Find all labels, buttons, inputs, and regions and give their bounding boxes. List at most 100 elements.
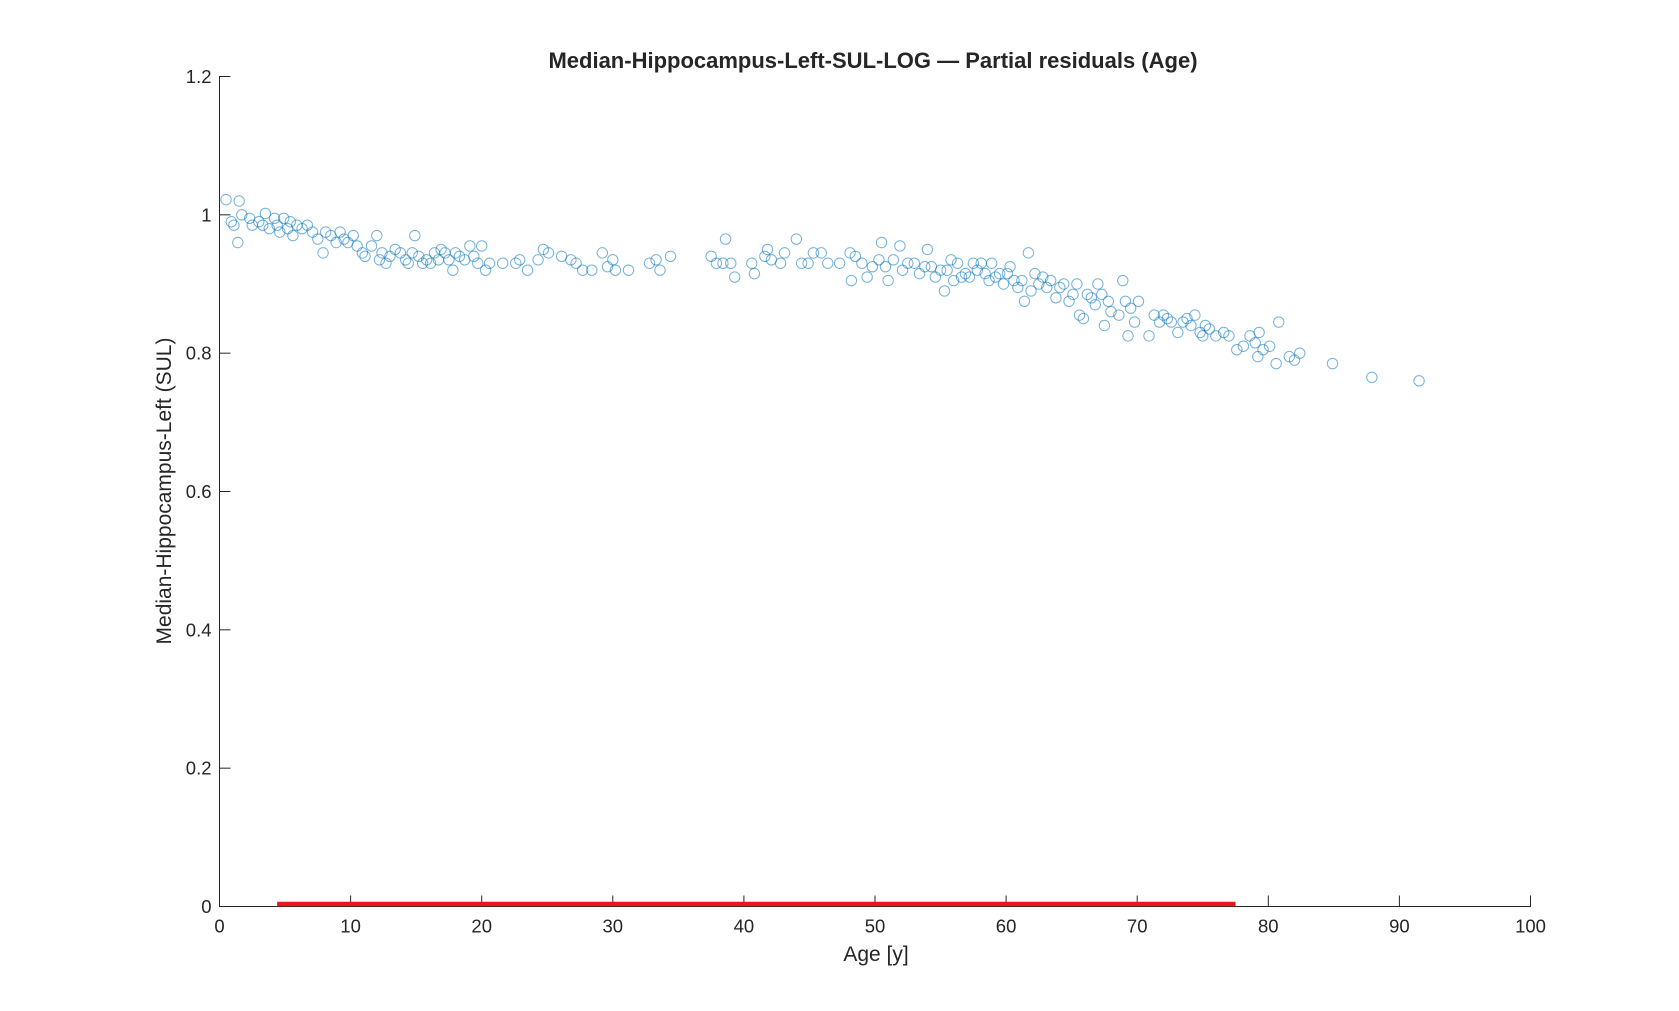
x-tick-label: 90 — [1389, 916, 1410, 937]
x-axis-ticks: 0 10 20 30 40 50 60 70 80 90 100 — [214, 895, 1546, 937]
scatter-point — [1253, 326, 1265, 339]
scatter-point — [257, 219, 269, 231]
scatter-point — [483, 257, 496, 269]
scatter-point — [622, 264, 635, 276]
scatter-point — [1067, 288, 1079, 301]
scatter-point — [941, 264, 953, 276]
y-tick-label: 0.2 — [186, 758, 212, 779]
scatter-point — [1273, 316, 1285, 328]
scatter-point — [464, 240, 476, 252]
scatter-point — [1122, 330, 1134, 342]
scatter-point — [1102, 295, 1115, 307]
scatter-point — [761, 243, 774, 256]
scatter-point — [1050, 292, 1062, 304]
scatter-point — [849, 250, 862, 263]
scatter-point — [521, 264, 534, 276]
scatter-point — [1124, 302, 1137, 314]
scatter-point — [236, 209, 248, 221]
scatter-point — [1008, 274, 1020, 287]
scatter-point — [1157, 309, 1170, 321]
scatter-point — [371, 229, 383, 242]
scatter-point — [729, 271, 741, 283]
scatter-point — [710, 257, 723, 269]
y-axis-label: Median-Hippocampus-Left (SUL) — [153, 338, 176, 645]
scatter-point — [607, 254, 619, 266]
scatter-point — [347, 229, 359, 242]
scatter-point — [866, 261, 879, 273]
scatter-point — [1073, 309, 1086, 321]
scatter-point — [233, 195, 245, 207]
x-tick-label: 10 — [340, 916, 361, 937]
scatter-point — [815, 247, 827, 259]
scatter-point — [861, 271, 873, 283]
scatter-point — [424, 257, 437, 269]
scatter-point — [719, 233, 732, 245]
scatter-point — [449, 247, 462, 259]
scatter-point — [746, 257, 758, 269]
scatter-point — [1113, 309, 1125, 321]
scatter-point — [1294, 347, 1306, 359]
scatter-point — [1071, 278, 1083, 290]
scatter-point — [1231, 344, 1243, 356]
scatter-point — [908, 257, 921, 269]
scatter-point — [1199, 319, 1212, 332]
scatter-point — [253, 216, 265, 228]
scatter-point — [778, 247, 791, 259]
scatter-point — [373, 254, 386, 266]
scatter-point — [406, 247, 418, 259]
scatter-point — [263, 222, 276, 235]
x-tick-label: 70 — [1127, 916, 1148, 937]
scatter-point — [919, 261, 931, 273]
scatter-point — [650, 254, 662, 266]
scatter-point — [985, 257, 998, 269]
scatter-point — [1117, 274, 1129, 287]
scatter-point — [380, 257, 392, 269]
scatter-point — [1089, 299, 1101, 311]
scatter-point — [1237, 340, 1250, 352]
scatter-point — [833, 257, 846, 269]
scatter-point — [1077, 312, 1090, 325]
scatter-point — [959, 267, 972, 280]
x-tick-label: 50 — [865, 916, 886, 937]
scatter-point — [1022, 247, 1035, 259]
scatter-point — [356, 247, 369, 259]
scatter-point — [664, 250, 677, 263]
scatter-point — [951, 257, 964, 269]
scatter-point — [938, 285, 951, 297]
scatter-point — [1366, 371, 1378, 384]
x-tick-label: 20 — [471, 916, 492, 937]
scatter-point — [259, 207, 272, 220]
scatter-point — [1037, 271, 1049, 283]
scatter-point — [790, 233, 803, 245]
scatter-point — [1181, 312, 1193, 325]
scatter-point — [1153, 316, 1166, 328]
scatter-point — [1085, 292, 1098, 304]
scatter-point — [1058, 278, 1070, 290]
scatter-point — [468, 250, 480, 263]
scatter-point — [1098, 319, 1111, 332]
scatter-point — [774, 257, 787, 269]
x-tick-label: 30 — [603, 916, 624, 937]
scatter-point — [759, 250, 771, 263]
scatter-point — [643, 257, 656, 269]
scatter-point — [1128, 316, 1141, 328]
y-axis-ticks: 0 0.2 0.4 0.6 0.8 1 1.2 — [186, 66, 231, 917]
scatter-point — [447, 264, 459, 276]
scatter-point — [228, 219, 240, 231]
scatter-point — [287, 229, 299, 242]
x-tick-label: 100 — [1515, 916, 1546, 937]
scatter-point — [875, 236, 888, 249]
scatter-point — [268, 212, 281, 224]
scatter-point — [1054, 281, 1066, 294]
scatter-point — [334, 226, 346, 238]
scatter-point — [1177, 316, 1189, 328]
chart-title: Median-Hippocampus-Left-SUL-LOG — Partia… — [548, 48, 1197, 73]
scatter-point — [225, 216, 237, 228]
scatter-point — [1326, 357, 1339, 370]
scatter-point — [963, 271, 976, 283]
scatter-point — [1257, 344, 1269, 356]
scatter-point — [748, 267, 761, 280]
scatter-point — [1029, 267, 1041, 280]
